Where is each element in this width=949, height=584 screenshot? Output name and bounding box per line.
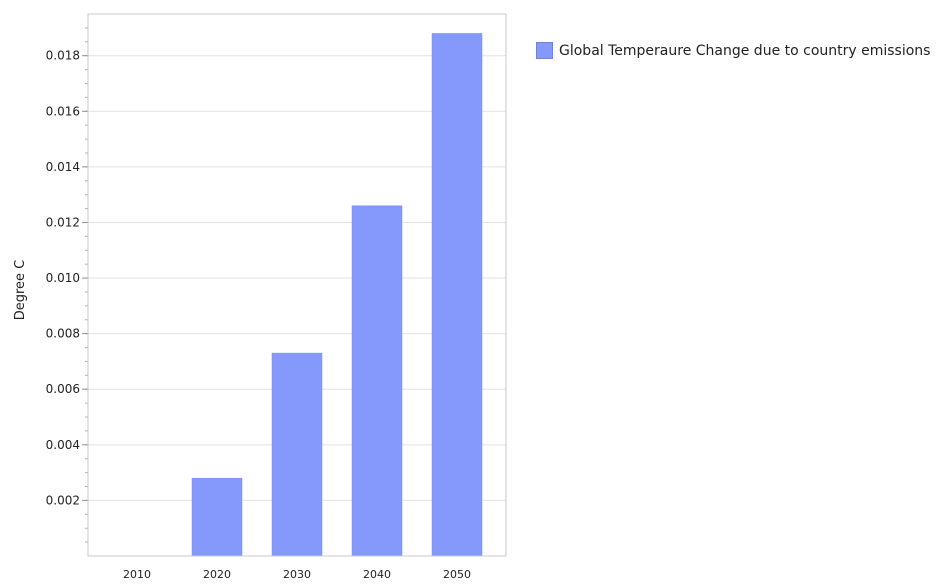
bar-2050 <box>431 33 483 557</box>
y-tick-label: 0.008 <box>46 327 80 341</box>
y-tick-label: 0.002 <box>46 493 80 507</box>
y-tick-label: 0.006 <box>46 382 80 396</box>
y-ticks: 0.002 0.004 0.006 0.008 0.010 0.012 0.014 0.016… <box>46 27 88 543</box>
x-tick-label: 2050 <box>443 568 471 581</box>
y-tick-label: 0.018 <box>46 49 80 63</box>
legend-label: Global Temperaure Change due to country … <box>559 42 931 59</box>
x-tick-label: 2040 <box>363 568 391 581</box>
bars <box>191 33 483 557</box>
x-tick-label: 2020 <box>203 568 231 581</box>
legend: Global Temperaure Change due to country … <box>536 42 930 59</box>
x-ticks: 2010 2020 2030 2040 2050 <box>123 568 471 581</box>
x-tick-label: 2010 <box>123 568 151 581</box>
gridlines <box>88 55 506 501</box>
y-axis-title: Degree C <box>13 260 28 321</box>
y-tick-label: 0.004 <box>46 438 80 452</box>
y-tick-label: 0.012 <box>46 215 80 229</box>
y-tick-label: 0.010 <box>46 271 80 285</box>
x-tick-label: 2030 <box>283 568 311 581</box>
plot-frame <box>87 13 507 557</box>
legend-swatch <box>536 42 553 59</box>
y-tick-label: 0.014 <box>46 160 80 174</box>
y-tick-label: 0.016 <box>46 104 80 118</box>
bar-2030 <box>271 352 323 557</box>
bar-2020 <box>191 477 243 557</box>
bar-2040 <box>351 205 403 557</box>
